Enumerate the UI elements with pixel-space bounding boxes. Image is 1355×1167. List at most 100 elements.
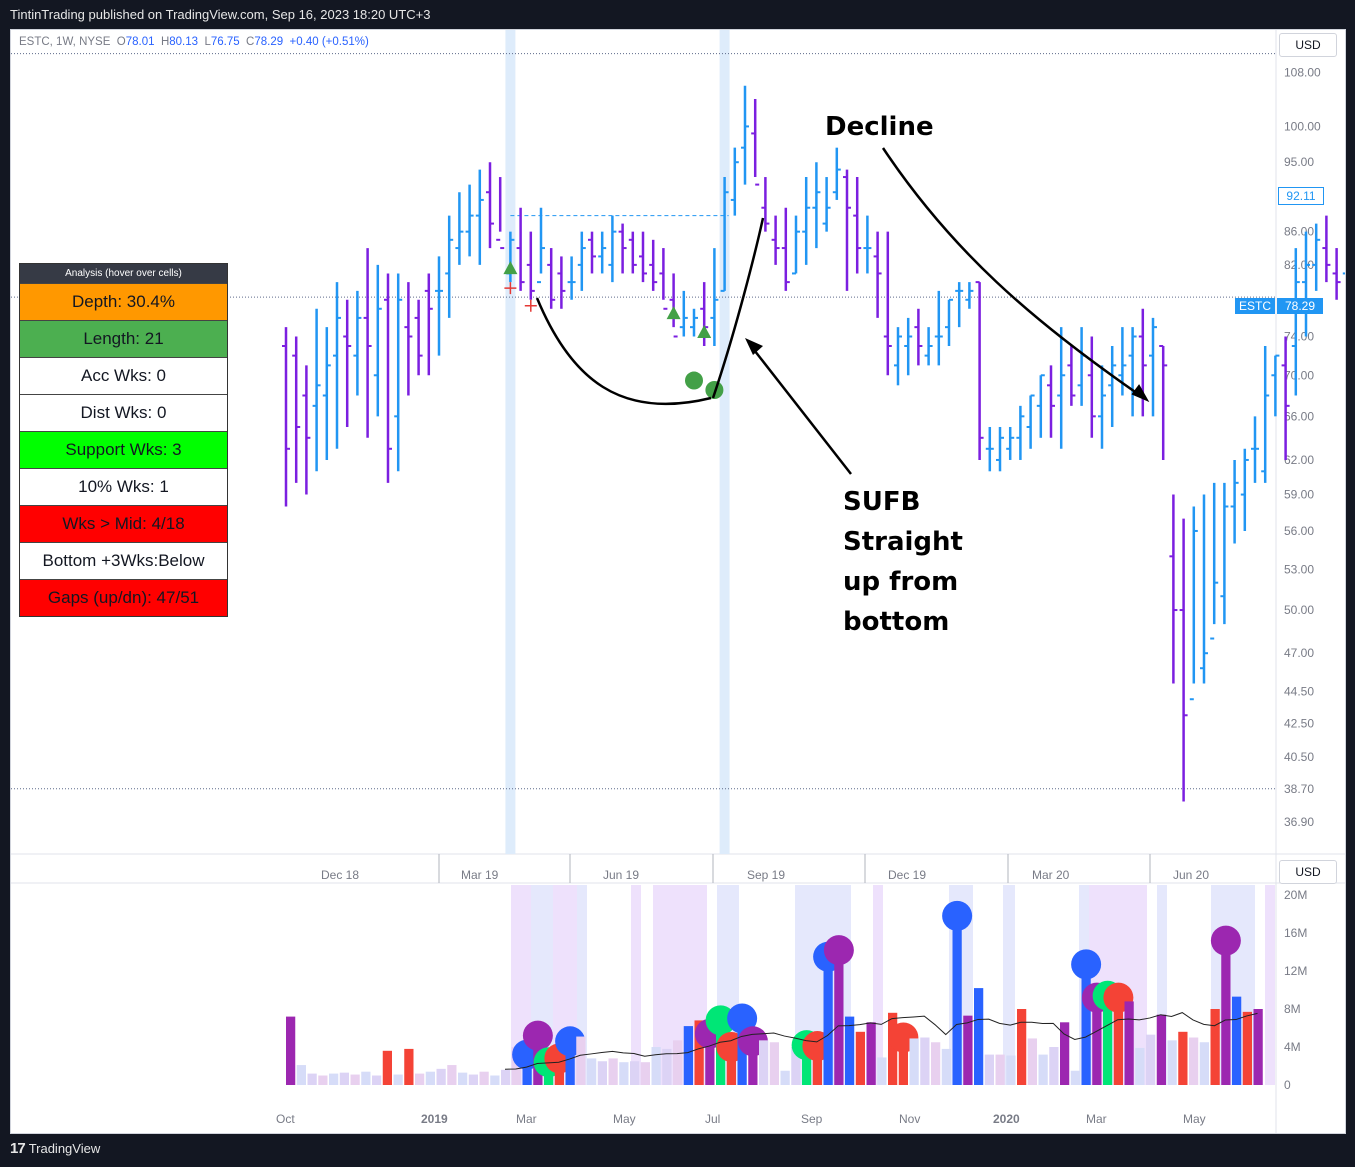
chart-frame[interactable]: 108.00100.0095.0090.0086.0082.0074.0070.… [10,29,1346,1134]
volume-bar [307,1073,317,1085]
ohlc-bar [1108,345,1117,427]
volume-bar [1146,1034,1156,1085]
volume-bar [705,1033,715,1085]
volume-bar [694,1020,704,1085]
symbol-tag: ESTC [1235,298,1275,314]
sufb-annotation: SUFB Straight up from bottom [843,482,963,642]
volume-bar [1017,1009,1027,1085]
ohlc-bar [792,215,800,275]
ohlc-bar [343,299,352,427]
ohlc-bar [302,365,311,495]
close-value: 78.29 [254,36,284,48]
analysis-cell-acc-wks[interactable]: Acc Wks: 0 [20,357,227,394]
sufb-line-3: up from [843,567,959,597]
price-tick-label: 95.00 [1284,155,1314,169]
analysis-cell-gaps[interactable]: Gaps (up/dn): 47/51 [20,579,227,616]
volume-bar [447,1065,457,1085]
publish-header: TintinTrading published on TradingView.c… [0,0,1355,30]
volume-bar [522,1054,532,1085]
decline-arrow [881,147,1142,398]
ohlc-bar [996,426,1004,472]
volume-spike-dot [1210,925,1241,956]
currency-button[interactable]: USD [1279,33,1337,57]
volume-bar [1210,1009,1220,1085]
ohlc-bar [761,177,770,232]
ohlc-bar [741,85,749,185]
analysis-cell-depth[interactable]: Depth: 30.4% [20,283,227,320]
volume-ma-line [504,1012,1258,1070]
ohlc-bar [1271,354,1280,417]
sufb-line-4: bottom [843,607,950,637]
analysis-table[interactable]: Analysis (hover over cells) Depth: 30.4%… [19,263,228,617]
ohlc-bar [894,327,902,386]
volume-bar [382,1050,392,1085]
ohlc-bar [679,290,688,337]
symbol-legend: ESTC, 1W, NYSE O78.01 H80.13 L76.75 C78.… [19,36,369,48]
volume-bar [1232,996,1242,1085]
analysis-cell-wks-mid[interactable]: Wks > Mid: 4/18 [20,505,227,542]
volume-bar [1178,1031,1188,1085]
volume-bar [920,1037,930,1085]
chart-canvas[interactable]: 108.00100.0095.0090.0086.0082.0074.0070.… [11,30,1345,1133]
volume-currency-button[interactable]: USD [1279,860,1337,884]
ohlc-bar [1281,336,1290,460]
price-tick-label: 38.70 [1284,782,1314,796]
ohlc-bar [1026,394,1035,449]
ohlc-bar [1342,272,1345,275]
price-tick-label: 108.00 [1284,66,1321,80]
volume-bar [468,1074,478,1085]
ohlc-bar [363,248,372,438]
analysis-cell-10pct-wks[interactable]: 10% Wks: 1 [20,468,227,505]
volume-bar [651,1047,661,1085]
ohlc-bar [955,282,964,328]
ohlc-bar [547,248,556,309]
analysis-cell-dist-wks[interactable]: Dist Wks: 0 [20,394,227,431]
volume-bar [1221,940,1231,1085]
volume-highlight-column [1157,885,1167,1085]
price-tick-label: 66.00 [1284,409,1314,423]
ohlc-bar [588,231,596,274]
volume-bar [791,1047,801,1085]
ohlc-bar [628,231,637,274]
price-tick-label: 36.90 [1284,815,1314,829]
ohlc-bar [751,99,760,186]
volume-bar [1189,1037,1199,1085]
analysis-cell-support-wks[interactable]: Support Wks: 3 [20,431,227,468]
volume-time-label: Mar [1086,1112,1107,1126]
volume-bar [630,1061,640,1085]
ohlc-bar [1077,327,1086,406]
volume-bar [974,988,984,1085]
volume-bar [834,950,844,1085]
ohlc-bar [832,147,841,200]
ohlc-bar [883,231,892,376]
high-value: 80.13 [169,36,199,48]
volume-highlight-column [873,885,883,1085]
low-label: L [204,36,211,48]
ohlc-bar [496,177,505,250]
time-tick-label: Mar 19 [461,868,499,882]
volume-bar [1253,1009,1263,1085]
symbol-text[interactable]: ESTC, 1W, NYSE [19,36,111,48]
ohlc-bar [1189,506,1198,701]
green-dot-marker [685,371,703,390]
ohlc-bar [1006,426,1015,460]
decline-annotation: Decline [825,112,934,142]
analysis-cell-bottom[interactable]: Bottom +3Wks:Below [20,542,227,579]
volume-bar [748,1041,758,1085]
volume-spike-dot [823,935,854,966]
volume-bar [425,1071,435,1085]
ohlc-bar [424,273,433,376]
ohlc-bar [486,162,494,249]
sufb-arrow [750,345,852,475]
price-tick-label: 47.00 [1284,646,1314,660]
ohlc-bar [639,231,647,283]
ohlc-bar [282,327,290,507]
ohlc-bar [475,169,484,265]
ohlc-bar [608,215,617,283]
volume-bar [1060,1022,1070,1085]
analysis-cell-length[interactable]: Length: 21 [20,320,227,357]
volume-bar [802,1045,812,1085]
ohlc-bar [353,290,362,396]
volume-bar [1070,1070,1080,1085]
ohlc-bar [567,256,576,300]
